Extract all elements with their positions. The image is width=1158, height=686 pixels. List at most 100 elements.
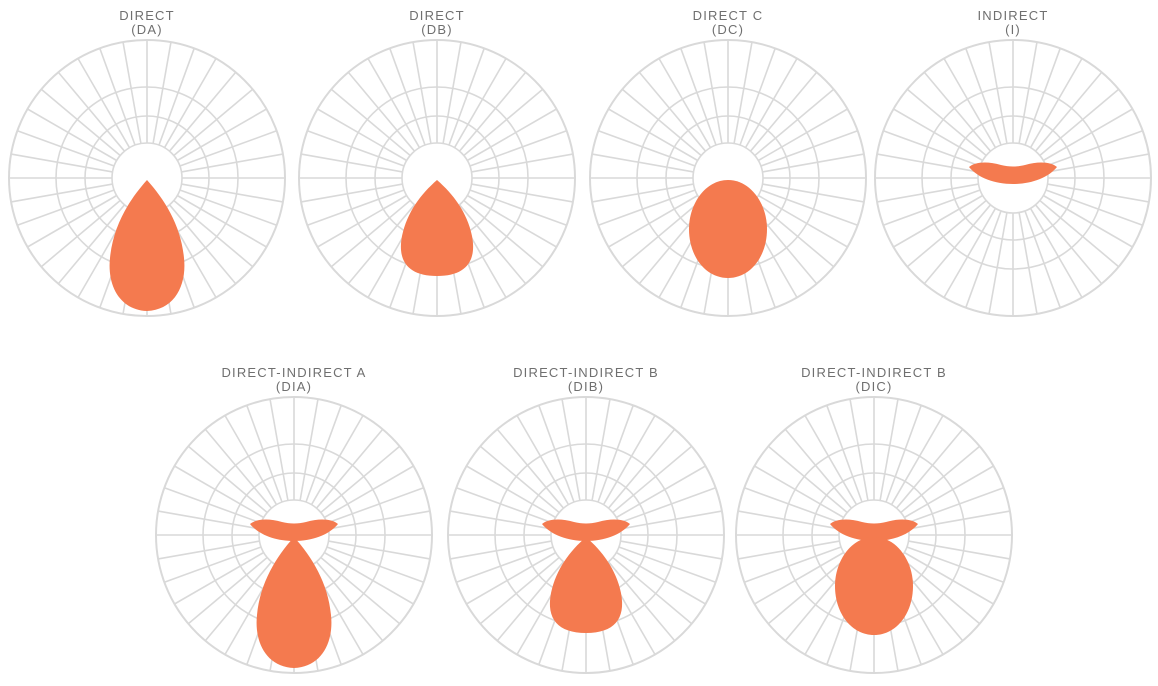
grid-spoke (163, 58, 217, 149)
grid-spoke (784, 428, 853, 509)
diagram-code: (I) (1005, 22, 1021, 37)
grid-spoke (122, 41, 142, 144)
grid-spoke (157, 510, 260, 530)
grid-spoke (638, 71, 707, 152)
indirect-distribution (830, 519, 918, 541)
indirect-distribution (250, 519, 338, 541)
grid-spoke (463, 199, 544, 268)
grid-spoke (879, 398, 899, 501)
diagram-title: DIRECT (119, 8, 175, 23)
polar-plot (155, 396, 433, 674)
grid-spoke (739, 48, 776, 146)
grid-spoke (317, 108, 408, 162)
grid-spoke (602, 415, 656, 506)
grid-spoke (754, 88, 835, 157)
grid-spoke (77, 58, 131, 149)
grid-spoke (152, 41, 172, 144)
grid-spoke (17, 130, 115, 167)
polar-plot (447, 396, 725, 674)
grid-spoke (181, 183, 284, 203)
grid-spoke (612, 445, 693, 514)
grid-spoke (893, 194, 984, 248)
grid-spoke (607, 561, 676, 642)
grid-spoke (757, 194, 848, 248)
grid-spoke (317, 194, 408, 248)
grid-spoke (246, 405, 283, 503)
grid-spoke (591, 183, 694, 203)
grid-spoke (615, 551, 706, 605)
diagram-label: DIRECT-INDIRECT A (DIA) (149, 366, 439, 394)
grid-spoke (328, 540, 431, 560)
diagram-title: DIRECT-INDIRECT A (221, 365, 367, 380)
grid-spoke (658, 58, 712, 149)
grid-spoke (496, 561, 565, 642)
grid-spoke (320, 556, 401, 625)
grid-spoke (158, 48, 195, 146)
grid-spoke (538, 405, 575, 503)
grid-spoke (389, 48, 426, 146)
indirect-distribution (969, 162, 1057, 184)
grid-spoke (893, 108, 984, 162)
grid-spoke (760, 189, 858, 226)
grid-spoke (471, 183, 574, 203)
grid-spoke (598, 189, 696, 226)
grid-spoke (300, 183, 403, 203)
grid-spoke (1024, 210, 1061, 308)
grid-spoke (754, 465, 845, 519)
direct-narrow-distribution (256, 537, 332, 668)
grid-spoke (307, 130, 405, 167)
grid-spoke (618, 546, 716, 583)
grid-spoke (17, 189, 115, 226)
grid-spoke (1042, 194, 1133, 248)
grid-spoke (330, 88, 411, 157)
grid-spoke (923, 204, 992, 285)
diagram-label: DIRECT (DB) (292, 9, 582, 37)
grid-spoke (299, 398, 319, 501)
grid-spoke (320, 445, 401, 514)
grid-spoke (1045, 189, 1143, 226)
grid-spoke (900, 556, 981, 625)
grid-spoke (744, 58, 798, 149)
grid-spoke (965, 48, 1002, 146)
grid-spoke (906, 88, 987, 157)
grid-spoke (895, 428, 964, 509)
grid-spoke (749, 71, 818, 152)
polar-plot (735, 396, 1013, 674)
grid-spoke (607, 428, 676, 509)
polar-grid (447, 396, 725, 674)
diagram-code: (DA) (131, 22, 163, 37)
grid-spoke (906, 487, 1004, 524)
polar-plot (874, 39, 1152, 317)
grid-spoke (608, 194, 699, 248)
grid-spoke (173, 88, 254, 157)
grid-spoke (1042, 108, 1133, 162)
diagram-code: (DIC) (855, 379, 893, 394)
grid-spoke (326, 487, 424, 524)
grid-spoke (412, 41, 432, 144)
grid-spoke (744, 546, 842, 583)
grid-spoke (204, 561, 273, 642)
grid-spoke (1034, 204, 1103, 285)
diagram-label: INDIRECT (I) (868, 9, 1158, 37)
grid-spoke (608, 108, 699, 162)
grid-spoke (591, 398, 611, 501)
grid-spoke (876, 153, 979, 173)
polar-plot (8, 39, 286, 317)
grid-spoke (179, 130, 277, 167)
grid-spoke (456, 546, 554, 583)
grid-spoke (57, 71, 126, 152)
grid-spoke (27, 108, 118, 162)
grid-spoke (1034, 71, 1103, 152)
diagram-code: (DIA) (275, 379, 313, 394)
grid-spoke (965, 210, 1002, 308)
grid-spoke (744, 487, 842, 524)
grid-spoke (479, 556, 560, 625)
grid-spoke (479, 445, 560, 514)
grid-spoke (988, 212, 1008, 315)
grid-spoke (453, 58, 507, 149)
grid-spoke (1039, 88, 1120, 157)
grid-spoke (305, 405, 342, 503)
grid-spoke (1018, 212, 1038, 315)
diagram-title: DIRECT (409, 8, 465, 23)
grid-spoke (307, 189, 405, 226)
